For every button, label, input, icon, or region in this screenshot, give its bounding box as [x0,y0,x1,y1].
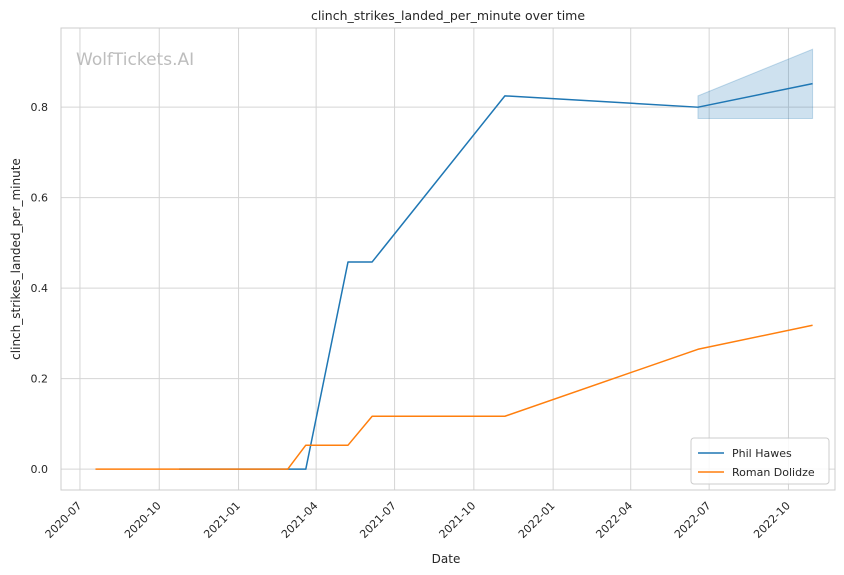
plot-frame [60,27,836,491]
chart-title: clinch_strikes_landed_per_minute over ti… [311,8,585,23]
series-lines [95,82,813,470]
series-line-phil-hawes [179,82,813,470]
y-tick-label: 0.2 [31,373,49,386]
y-axis-title: clinch_strikes_landed_per_minute [9,158,23,360]
legend: Phil Hawes Roman Dolidze [690,437,830,485]
legend-label-roman-dolidze: Roman Dolidze [732,466,815,479]
legend-box [690,437,830,485]
y-tick-labels: 0.0 0.2 0.4 0.6 0.8 [31,101,49,476]
legend-label-phil-hawes: Phil Hawes [732,447,792,460]
y-tick-label: 0.8 [31,101,49,114]
x-axis-title: Date [432,552,461,566]
x-gridlines [79,28,789,490]
watermark: WolfTickets.AI [76,50,194,70]
y-tick-label: 0.0 [31,463,49,476]
y-tick-label: 0.4 [31,282,49,295]
y-tick-label: 0.6 [31,192,49,205]
series-line-roman-dolidze [95,324,813,470]
